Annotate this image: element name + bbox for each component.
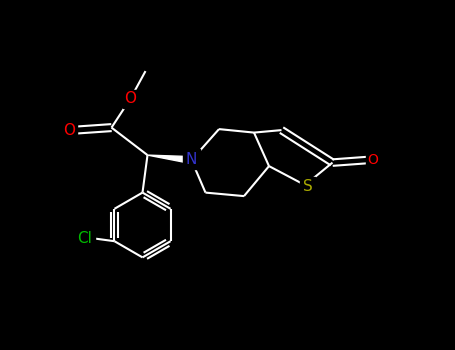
Polygon shape <box>300 177 315 195</box>
Text: O: O <box>64 122 76 138</box>
Polygon shape <box>123 90 138 107</box>
Text: O: O <box>125 91 136 106</box>
Text: S: S <box>303 178 313 194</box>
Polygon shape <box>147 155 192 163</box>
Polygon shape <box>62 121 77 139</box>
Polygon shape <box>73 230 96 248</box>
Text: O: O <box>367 153 378 167</box>
Polygon shape <box>183 149 199 169</box>
Polygon shape <box>366 151 379 169</box>
Text: N: N <box>186 152 197 167</box>
Text: Cl: Cl <box>77 231 92 246</box>
